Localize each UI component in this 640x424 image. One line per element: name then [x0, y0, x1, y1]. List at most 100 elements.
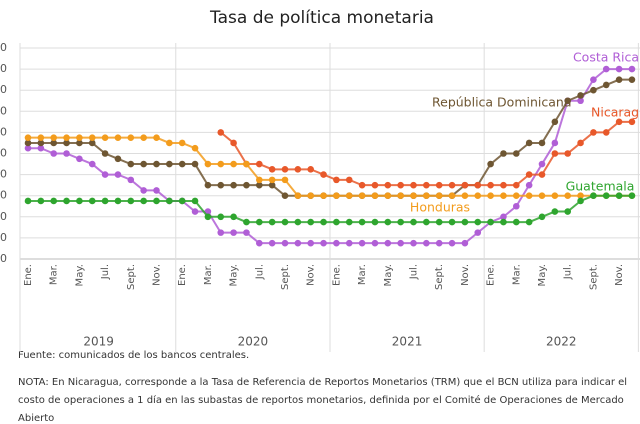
- data-point: [243, 218, 250, 226]
- data-point: [166, 139, 173, 147]
- x-tick-label: Ene.: [331, 264, 342, 286]
- data-point: [294, 218, 302, 226]
- data-point: [255, 160, 263, 168]
- data-point: [50, 197, 57, 205]
- data-point: [333, 218, 340, 226]
- data-point: [101, 197, 109, 205]
- x-tick-label: Nov.: [306, 264, 317, 286]
- series-label: Costa Rica: [573, 50, 639, 65]
- data-point: [615, 76, 623, 83]
- data-point: [474, 181, 482, 189]
- data-point: [538, 160, 546, 168]
- data-point: [217, 229, 225, 236]
- data-point: [24, 139, 32, 147]
- data-point: [24, 197, 32, 205]
- x-tick-label: May.: [537, 264, 548, 286]
- data-point: [268, 239, 276, 247]
- data-point: [88, 197, 96, 205]
- data-point: [474, 229, 482, 236]
- data-point: [513, 150, 520, 157]
- data-point: [487, 181, 494, 189]
- data-point: [166, 160, 173, 168]
- data-point: [294, 192, 302, 199]
- data-point: [500, 213, 507, 221]
- data-point: [371, 181, 379, 189]
- data-point: [320, 171, 327, 178]
- data-point: [140, 134, 147, 141]
- data-point: [410, 181, 417, 189]
- data-point: [204, 160, 212, 168]
- data-point: [140, 187, 147, 194]
- data-point: [50, 139, 57, 147]
- data-point: [320, 192, 327, 199]
- data-point: [345, 239, 353, 247]
- data-point: [230, 139, 237, 147]
- data-point: [114, 171, 122, 178]
- data-point: [281, 218, 289, 226]
- data-point: [423, 218, 430, 226]
- data-point: [333, 192, 340, 199]
- data-point: [217, 129, 225, 136]
- data-point: [153, 134, 160, 141]
- data-point: [423, 181, 430, 189]
- year-label: 2021: [392, 335, 423, 349]
- data-point: [268, 218, 276, 226]
- data-point: [384, 218, 392, 226]
- data-point: [551, 150, 559, 157]
- data-point: [255, 181, 263, 189]
- note-line: NOTA: En Nicaragua, corresponde a la Tas…: [18, 377, 627, 388]
- data-point: [448, 218, 456, 226]
- y-tick-label: 9,0: [0, 62, 7, 75]
- data-point: [525, 181, 533, 189]
- data-point: [410, 239, 417, 247]
- data-point: [307, 166, 315, 173]
- data-point: [500, 150, 507, 157]
- data-point: [615, 192, 623, 199]
- data-point: [371, 192, 379, 199]
- data-point: [127, 134, 135, 141]
- x-tick-label: Nov.: [614, 264, 625, 286]
- data-point: [101, 134, 109, 141]
- data-point: [307, 192, 315, 199]
- data-point: [628, 76, 636, 83]
- year-label: 2019: [83, 335, 114, 349]
- data-point: [76, 139, 83, 147]
- data-point: [538, 139, 546, 147]
- y-tick-label: 6,0: [0, 125, 7, 138]
- data-point: [243, 229, 250, 236]
- data-point: [63, 139, 70, 147]
- data-point: [178, 160, 186, 168]
- data-point: [435, 218, 443, 226]
- data-point: [590, 76, 597, 83]
- data-point: [577, 139, 584, 147]
- data-point: [191, 144, 199, 152]
- data-point: [628, 65, 636, 73]
- x-tick-label: Jul.: [254, 264, 265, 280]
- data-point: [217, 181, 225, 189]
- x-tick-label: Sept.: [588, 264, 599, 290]
- data-point: [24, 144, 32, 152]
- data-point: [474, 192, 482, 199]
- data-point: [384, 239, 392, 247]
- data-point: [410, 192, 417, 199]
- data-point: [500, 192, 507, 199]
- data-point: [255, 239, 263, 247]
- data-point: [345, 176, 353, 184]
- data-point: [397, 192, 404, 199]
- data-point: [37, 139, 45, 147]
- data-point: [281, 239, 289, 247]
- x-tick-label: Ene.: [177, 264, 188, 286]
- data-point: [358, 218, 366, 226]
- data-point: [525, 139, 533, 147]
- series-label: Honduras: [410, 200, 470, 215]
- x-tick-label: May.: [229, 264, 240, 286]
- data-point: [50, 134, 57, 141]
- data-point: [371, 239, 379, 247]
- data-point: [577, 92, 584, 99]
- data-point: [24, 134, 32, 141]
- data-point: [140, 160, 147, 168]
- data-point: [230, 160, 237, 168]
- data-point: [217, 213, 225, 221]
- data-point: [577, 192, 584, 199]
